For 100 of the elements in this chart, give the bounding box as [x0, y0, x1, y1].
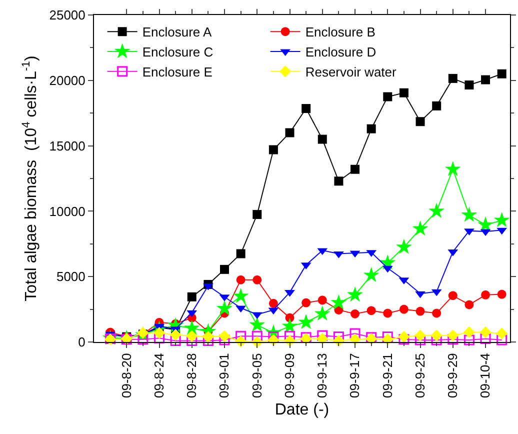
x-tick-label: 09-9-21: [380, 353, 395, 398]
legend-label: Reservoir water: [305, 64, 398, 80]
point: [416, 306, 425, 316]
point: [330, 294, 347, 310]
point: [415, 334, 426, 346]
point: [414, 330, 426, 342]
point: [461, 206, 478, 222]
point: [236, 249, 246, 258]
point: [412, 220, 428, 236]
point: [398, 330, 410, 343]
point: [252, 275, 262, 284]
point: [431, 334, 442, 346]
y-tick-label: 25000: [49, 8, 86, 23]
x-tick-label: 09-9-25: [412, 353, 428, 398]
point: [216, 300, 232, 316]
point: [481, 290, 490, 300]
point: [318, 296, 327, 305]
point: [334, 251, 344, 258]
x-tick-label: 09-8-20: [118, 353, 134, 398]
x-tick-label: 09-10-4: [478, 353, 493, 398]
point: [447, 330, 459, 342]
point: [366, 124, 376, 134]
point: [448, 334, 458, 345]
point: [448, 74, 458, 83]
point: [480, 326, 492, 338]
point: [481, 75, 490, 84]
y-tick-label: 5000: [56, 269, 86, 284]
point: [232, 288, 249, 304]
legend-label: Enclosure C: [142, 44, 214, 60]
point: [219, 334, 230, 346]
point: [249, 316, 266, 332]
point: [398, 334, 410, 345]
point: [463, 326, 476, 338]
legend-label: Enclosure B: [305, 24, 376, 40]
legend-label: Enclosure D: [305, 44, 376, 60]
x-tick-label: 09-9-01: [216, 353, 232, 398]
point: [137, 326, 149, 339]
x-axis-title: Date (-): [274, 402, 330, 419]
y-tick-label: 10000: [49, 204, 86, 219]
point: [317, 330, 328, 341]
point: [252, 210, 262, 219]
point: [302, 298, 311, 308]
point: [494, 212, 510, 228]
point: [236, 275, 246, 284]
point: [218, 330, 230, 342]
point: [415, 291, 426, 298]
x-tick-label: 09-9-29: [445, 353, 460, 398]
point: [333, 332, 344, 342]
point: [170, 328, 182, 341]
point: [302, 104, 311, 114]
point: [202, 335, 214, 346]
point: [334, 176, 344, 186]
point: [170, 335, 181, 346]
point: [497, 290, 506, 299]
point: [347, 286, 364, 302]
point: [416, 117, 425, 126]
x-tick-label: 09-9-09: [282, 353, 297, 398]
point: [480, 333, 491, 344]
point: [428, 202, 445, 218]
point: [399, 88, 408, 98]
x-tick-label: 09-9-17: [347, 353, 362, 398]
point: [497, 69, 506, 78]
point: [153, 326, 166, 339]
x-tick-label: 09-8-24: [151, 353, 166, 398]
point: [383, 92, 392, 102]
point: [138, 334, 148, 345]
point: [496, 334, 508, 346]
y-tick-label: 20000: [49, 72, 86, 88]
point: [350, 309, 360, 318]
point: [284, 330, 296, 342]
point: [448, 291, 458, 300]
point: [314, 305, 330, 321]
point: [316, 332, 328, 345]
point: [268, 145, 278, 154]
point: [285, 128, 294, 138]
y-tick-label: 15000: [49, 138, 86, 154]
point: [382, 334, 394, 346]
point: [464, 334, 474, 346]
point: [186, 335, 198, 346]
point: [366, 306, 376, 316]
x-tick-label: 09-8-28: [184, 353, 200, 398]
point: [350, 164, 360, 174]
point: [464, 300, 474, 310]
point: [282, 318, 298, 334]
legend-label: Enclosure E: [142, 64, 213, 80]
point: [444, 160, 461, 176]
x-tick-label: 09-9-13: [314, 353, 330, 398]
point: [432, 308, 442, 318]
point: [496, 328, 508, 340]
legend-label: Enclosure A: [142, 24, 212, 40]
point: [298, 314, 314, 330]
point: [399, 304, 408, 314]
point: [252, 330, 262, 342]
x-tick-label: 09-9-05: [249, 353, 264, 398]
point: [350, 328, 360, 339]
point: [363, 266, 380, 282]
y-tick-label: 0: [78, 334, 86, 350]
point: [268, 298, 278, 308]
point: [382, 332, 393, 342]
point: [318, 134, 327, 144]
